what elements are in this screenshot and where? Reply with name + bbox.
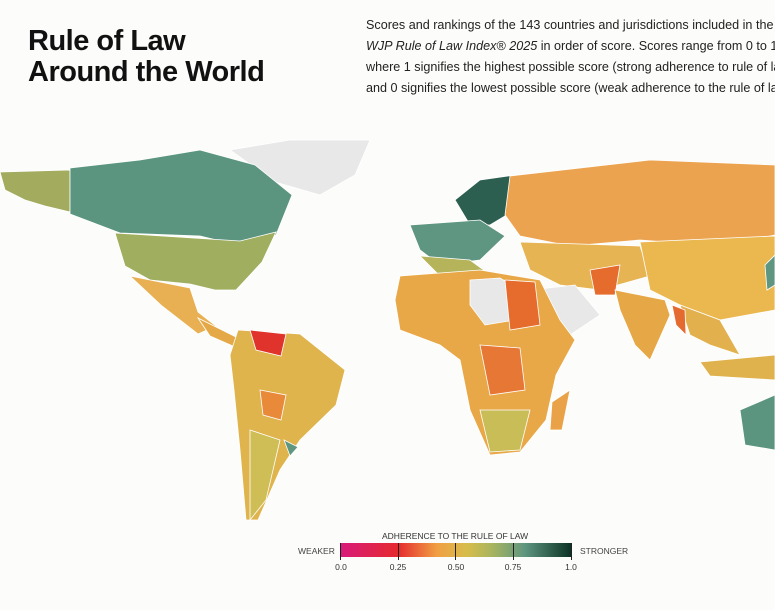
region-mexico[interactable] <box>128 275 217 335</box>
legend-tick <box>398 543 399 560</box>
legend-tick-label: 0.50 <box>447 562 465 572</box>
region-japan[interactable] <box>764 254 775 291</box>
description-line-1: Scores and rankings of the 143 countries… <box>366 18 774 32</box>
legend-tick <box>340 543 341 560</box>
region-indonesia[interactable] <box>699 354 775 381</box>
index-name: WJP Rule of Law Index® 2025 <box>366 39 538 53</box>
description: Scores and rankings of the 143 countries… <box>366 15 775 99</box>
region-uruguay[interactable] <box>283 439 299 457</box>
region-canada[interactable] <box>69 149 293 247</box>
legend-tick-label: 0.0 <box>335 562 347 572</box>
region-afghanistan[interactable] <box>589 264 621 296</box>
legend-tick-label: 1.0 <box>565 562 577 572</box>
region-india[interactable] <box>614 289 671 361</box>
region-southeast-asia[interactable] <box>679 304 741 356</box>
region-bolivia[interactable] <box>259 389 287 421</box>
legend-tick <box>513 543 514 560</box>
legend-tick-label: 0.75 <box>504 562 522 572</box>
description-line-2-rest: in order of score. Scores range from 0 t… <box>537 39 775 53</box>
region-sudan[interactable] <box>504 279 541 331</box>
region-usa[interactable] <box>114 231 277 291</box>
title-line-1: Rule of Law <box>28 25 186 57</box>
region-alaska[interactable] <box>0 169 71 213</box>
region-russia[interactable] <box>504 159 775 247</box>
description-line-4: and 0 signifies the lowest possible scor… <box>366 81 775 95</box>
legend-tick-label: 0.25 <box>389 562 407 572</box>
region-myanmar[interactable] <box>671 304 687 337</box>
region-western-europe[interactable] <box>409 219 506 266</box>
region-scandinavia[interactable] <box>454 174 516 226</box>
region-central-africa[interactable] <box>479 344 526 396</box>
legend-tick <box>571 543 572 560</box>
legend: ADHERENCE TO THE RULE OF LAW WEAKER STRO… <box>290 530 640 575</box>
region-southern-africa[interactable] <box>479 409 531 453</box>
description-line-2: WJP Rule of Law Index® 2025 in order of … <box>366 36 775 57</box>
region-southern-cone[interactable] <box>249 429 281 522</box>
legend-tick <box>455 543 456 560</box>
region-madagascar[interactable] <box>549 389 571 431</box>
region-south-america[interactable] <box>229 329 346 521</box>
region-australia[interactable] <box>739 394 775 451</box>
legend-stronger-label: STRONGER <box>580 546 629 556</box>
page-title: Rule of Law Around the World <box>28 25 265 88</box>
title-line-2: Around the World <box>28 56 265 88</box>
description-line-3: where 1 signifies the highest possible s… <box>366 60 775 74</box>
region-venezuela[interactable] <box>249 329 287 357</box>
legend-title: ADHERENCE TO THE RULE OF LAW <box>382 531 529 541</box>
legend-weaker-label: WEAKER <box>298 546 335 556</box>
